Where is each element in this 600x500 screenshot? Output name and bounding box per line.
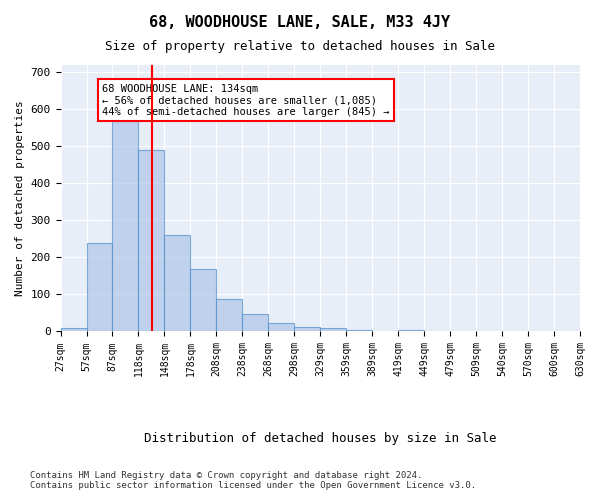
Bar (346, 330, 372, 332)
Bar (398, 330, 424, 332)
Text: 68, WOODHOUSE LANE, SALE, M33 4JY: 68, WOODHOUSE LANE, SALE, M33 4JY (149, 15, 451, 30)
Text: Contains HM Land Registry data © Crown copyright and database right 2024.
Contai: Contains HM Land Registry data © Crown c… (30, 470, 476, 490)
Bar (112, 118, 139, 332)
Bar (242, 314, 268, 332)
Bar (164, 235, 190, 332)
Bar (61, 328, 86, 332)
Bar (217, 299, 242, 332)
X-axis label: Distribution of detached houses by size in Sale: Distribution of detached houses by size … (144, 432, 497, 445)
Text: Size of property relative to detached houses in Sale: Size of property relative to detached ho… (105, 40, 495, 53)
Bar (190, 268, 217, 332)
Y-axis label: Number of detached properties: Number of detached properties (15, 100, 25, 296)
Bar (320, 328, 346, 332)
Bar (139, 150, 164, 332)
Text: 68 WOODHOUSE LANE: 134sqm
← 56% of detached houses are smaller (1,085)
44% of se: 68 WOODHOUSE LANE: 134sqm ← 56% of detac… (102, 84, 389, 117)
Bar (268, 324, 294, 332)
Bar (86, 242, 112, 332)
Bar (294, 327, 320, 332)
